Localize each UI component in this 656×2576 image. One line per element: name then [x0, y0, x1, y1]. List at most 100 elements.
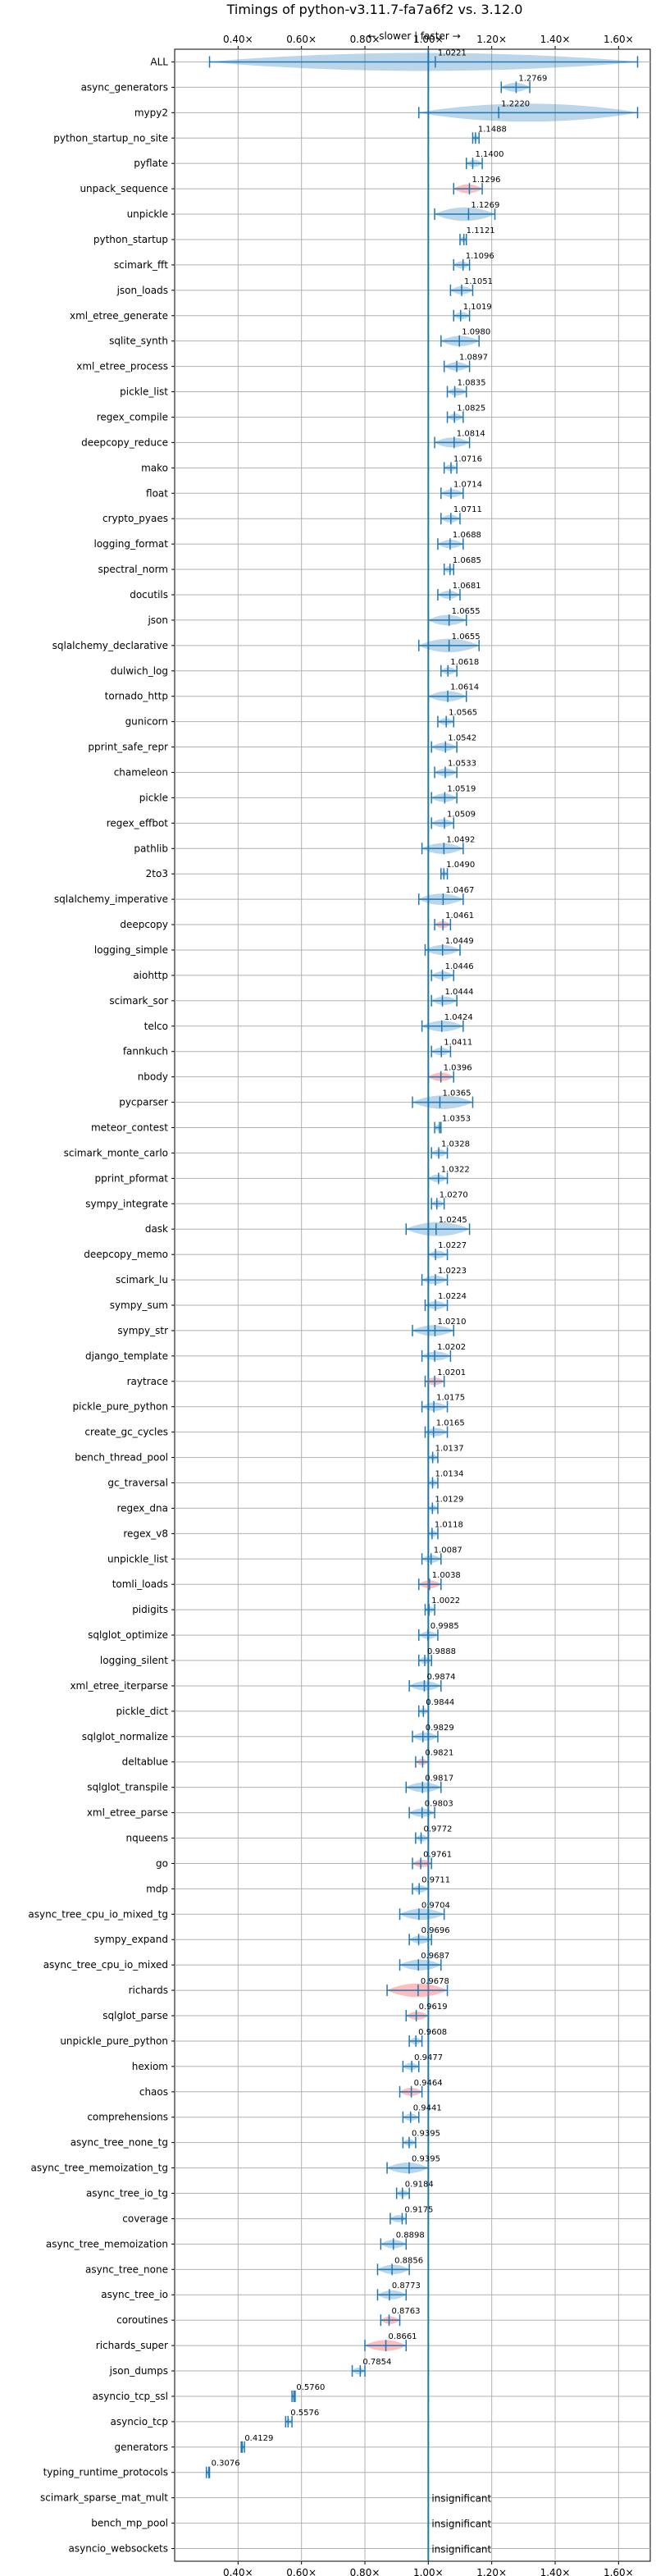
value-label: 0.9803: [425, 1800, 453, 1809]
category-label: pycparser: [119, 1097, 168, 1108]
category-label: sqlglot_normalize: [82, 1731, 168, 1742]
value-label: 1.0461: [445, 911, 474, 920]
value-label: 0.9711: [421, 1875, 450, 1884]
value-label: 1.0655: [452, 607, 481, 616]
category-label: asyncio_tcp: [110, 2416, 168, 2428]
value-label: 1.0328: [441, 1140, 470, 1149]
x-tick-label-bottom: 1.60×: [604, 2567, 634, 2576]
value-label: 1.0137: [435, 1445, 464, 1454]
category-label: xml_etree_generate: [70, 310, 168, 322]
category-label: sqlalchemy_imperative: [54, 893, 168, 905]
category-label: json: [147, 614, 168, 626]
value-label: 1.1096: [466, 252, 494, 261]
category-label: bench_mp_pool: [91, 2518, 168, 2529]
x-tick-label-bottom: 1.00×: [413, 2567, 444, 2576]
value-label: 1.0270: [440, 1190, 468, 1199]
category-label: pprint_pformat: [95, 1172, 169, 1184]
value-label: 1.0449: [445, 937, 474, 946]
category-label: sqlglot_parse: [102, 2010, 168, 2021]
category-label: scimark_fft: [114, 259, 168, 271]
value-label: 1.0509: [447, 810, 476, 819]
category-label: richards: [129, 1985, 168, 1996]
category-label: regex_effbot: [107, 817, 169, 829]
category-label: xml_etree_process: [76, 361, 168, 372]
x-tick-label-top: 1.20×: [476, 34, 507, 45]
value-label: 1.0446: [445, 962, 474, 971]
category-label: raytrace: [127, 1376, 168, 1387]
value-label: 0.9888: [427, 1647, 456, 1656]
value-label: 0.9619: [419, 2003, 448, 2012]
category-label: async_tree_io_tg: [86, 2188, 168, 2199]
value-label: 1.0201: [437, 1368, 466, 1377]
value-label: 0.9772: [424, 1825, 453, 1834]
value-label: 0.9985: [430, 1622, 459, 1631]
value-label: 1.0396: [444, 1064, 472, 1073]
category-label: scimark_monte_carlo: [64, 1147, 168, 1158]
value-label: 1.0175: [436, 1394, 465, 1403]
category-label: async_tree_memoization: [46, 2238, 168, 2249]
value-label: 1.0614: [450, 683, 479, 692]
value-label: 0.9687: [421, 1952, 449, 1961]
value-label: 1.0618: [450, 658, 479, 667]
plot-area: 0.40× 0.40× 0.60× 0.60× 0.80× 0.80× 1.00× 1.00×…: [28, 34, 651, 2576]
value-label: 1.0681: [453, 582, 481, 591]
category-label: django_template: [85, 1350, 168, 1362]
category-label: deepcopy: [120, 919, 168, 930]
category-label: docutils: [130, 589, 168, 601]
x-tick-label-bottom: 1.20×: [476, 2567, 507, 2576]
x-tick-label-bottom: 1.40×: [540, 2567, 571, 2576]
value-label: 0.9441: [413, 2104, 442, 2113]
category-label: gunicorn: [125, 716, 168, 728]
direction-label: ← slower | faster →: [367, 30, 460, 42]
value-label: 0.8773: [392, 2281, 421, 2291]
category-label: pickle: [139, 792, 168, 803]
value-label: 1.0038: [432, 1571, 461, 1580]
value-label: 0.8763: [392, 2307, 421, 2316]
value-label: 1.0688: [453, 531, 481, 540]
value-label: 1.1488: [478, 125, 507, 134]
category-label: chameleon: [114, 766, 168, 778]
category-label: mypy2: [134, 107, 168, 118]
value-label: 0.9829: [426, 1724, 454, 1733]
value-label: insignificant: [431, 2519, 491, 2530]
category-label: pickle_pure_python: [73, 1401, 168, 1413]
value-label: 1.0444: [445, 988, 474, 997]
category-label: chaos: [139, 2086, 168, 2098]
x-tick-label-top: 1.00×: [413, 34, 444, 45]
value-label: 0.9696: [421, 1926, 450, 1935]
value-label: 1.0365: [442, 1089, 471, 1098]
x-tick-label-bottom: 0.60×: [286, 2567, 317, 2576]
category-label: sympy_integrate: [85, 1198, 168, 1209]
value-label: 1.0835: [458, 379, 486, 388]
value-label: 1.1019: [463, 303, 492, 312]
category-label: coroutines: [116, 2314, 168, 2326]
value-label: 1.0165: [436, 1419, 465, 1428]
value-label: 0.9704: [421, 1901, 450, 1910]
category-label: pathlib: [134, 843, 168, 854]
value-label: 0.9844: [426, 1698, 454, 1707]
value-label: 1.1051: [464, 277, 493, 286]
value-label: 1.2769: [518, 74, 547, 83]
value-label: 1.0129: [435, 1495, 463, 1504]
category-label: json_dumps: [109, 2365, 168, 2377]
chart-title: Timings of python-v3.11.7-fa7a6f2 vs. 3.…: [226, 2, 523, 17]
category-label: sympy_str: [117, 1325, 168, 1336]
category-label: async_tree_memoization_tg: [31, 2163, 168, 2174]
value-label: 0.8661: [389, 2332, 417, 2341]
category-label: async_generators: [81, 81, 168, 93]
x-tick-label-bottom: 0.80×: [350, 2567, 380, 2576]
category-label: unpack_sequence: [80, 183, 168, 194]
value-label: 0.8898: [396, 2231, 425, 2240]
value-label: 1.0897: [459, 354, 488, 363]
x-tick-label-top: 1.40×: [540, 34, 571, 45]
category-label: go: [156, 1857, 168, 1869]
category-label: unpickle_list: [107, 1553, 168, 1564]
category-label: aiohttp: [133, 970, 168, 981]
category-label: dulwich_log: [111, 665, 168, 677]
category-label: nqueens: [126, 1833, 168, 1844]
value-label: 1.1269: [471, 201, 499, 210]
category-label: sympy_sum: [110, 1299, 168, 1311]
value-label: 1.0411: [444, 1039, 472, 1048]
value-label: 1.0825: [457, 404, 485, 413]
value-label: 0.9395: [412, 2130, 440, 2139]
